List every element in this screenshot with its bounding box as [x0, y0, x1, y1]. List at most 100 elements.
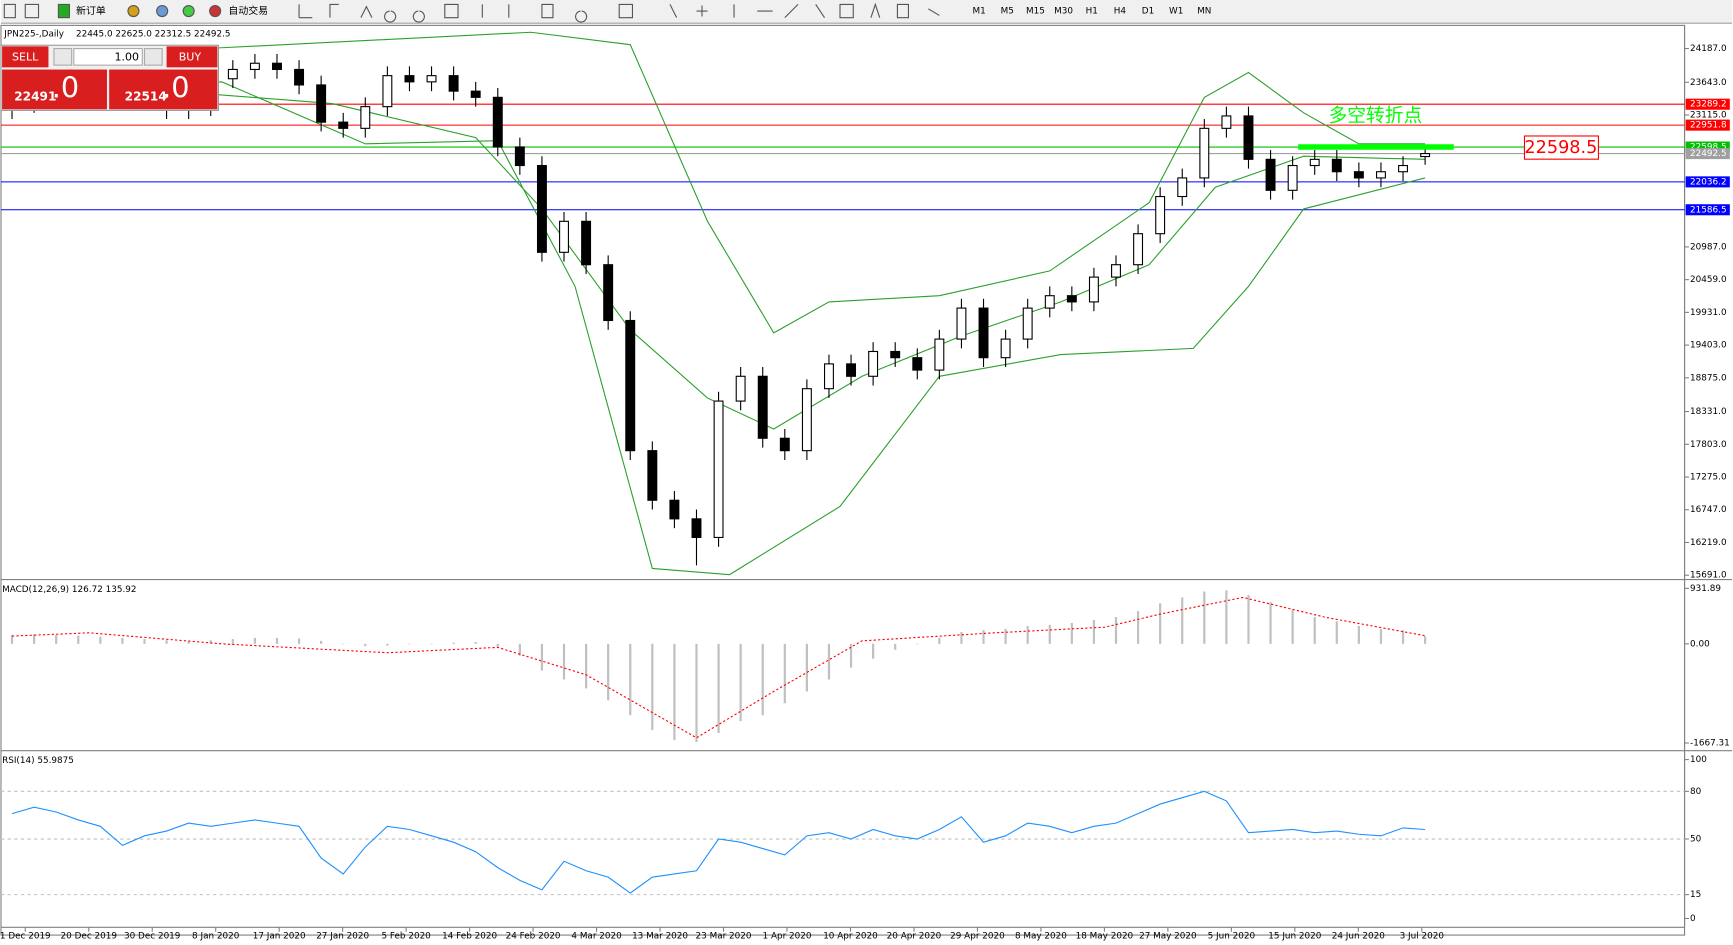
candle-body [316, 84, 327, 123]
macd-bar [1004, 628, 1007, 644]
x-tick-label: 8 Jan 2020 [192, 932, 240, 942]
macd-bar [1225, 590, 1228, 644]
macd-bar [275, 637, 279, 644]
sell-price-box[interactable] [2, 69, 107, 110]
y-tick-label: 16747.0 [1690, 505, 1727, 515]
candle-body [1155, 195, 1166, 235]
timeframe[interactable]: M1 [972, 7, 985, 17]
x-tick-label: 5 Feb 2020 [381, 932, 431, 942]
toolbar-button[interactable]: 新订单 [76, 4, 106, 17]
macd-bar [99, 636, 102, 644]
macd-bar [1181, 597, 1184, 644]
macd-bar [1092, 620, 1096, 644]
candle-body [581, 220, 592, 266]
macd-bar [916, 643, 919, 645]
candle-body [890, 350, 901, 359]
candle-body [448, 75, 459, 92]
chart-title: JPN225-,Daily [3, 30, 64, 40]
macd-bar [1379, 628, 1383, 644]
y-tick-label: 18875.0 [1690, 373, 1727, 383]
y-tick-label: 50 [1690, 835, 1702, 845]
x-tick-label: 14 Feb 2020 [442, 932, 497, 942]
candle-body [227, 68, 238, 80]
level-label-box [1685, 98, 1730, 110]
macd-bar [1247, 595, 1250, 644]
macd-bar [651, 643, 654, 731]
y-tick-label: 16219.0 [1690, 538, 1727, 548]
macd-bar [1313, 617, 1316, 644]
x-tick-label: 30 Dec 2019 [124, 932, 180, 942]
x-tick-label: 13 Mar 2020 [632, 932, 688, 942]
line [12, 31, 1426, 334]
level-label: 21586.5 [1690, 205, 1727, 215]
timeframe[interactable]: H4 [1114, 7, 1127, 17]
lot-input[interactable] [73, 48, 143, 66]
macd-bar [1401, 630, 1405, 644]
lot-down[interactable] [53, 48, 73, 66]
annotation: 多空转折点 [1329, 105, 1423, 127]
macd-bar [1335, 621, 1338, 644]
line [11, 81, 1426, 576]
y-tick-label: 20459.0 [1690, 275, 1727, 285]
candle-body [1309, 158, 1320, 167]
candle-body [360, 106, 371, 129]
trade-panel: SELL BUY 1.00 22491 .0 22514 .0 [0, 44, 220, 111]
timeframe[interactable]: H1 [1086, 7, 1098, 17]
x-tick-label: 17 Jan 2020 [253, 932, 306, 942]
sell-button[interactable] [2, 46, 49, 68]
candle-body [1066, 295, 1077, 303]
macd-bar [187, 641, 190, 644]
macd-bar [1026, 625, 1029, 644]
timeframe[interactable]: W1 [1169, 7, 1183, 17]
macd-bar [629, 643, 632, 716]
candle-body [647, 450, 658, 501]
timeframe[interactable]: M30 [1054, 7, 1073, 17]
timeframe[interactable]: MN [1197, 7, 1211, 17]
candle-body [382, 75, 393, 108]
y-tick-label: 931.89 [1690, 584, 1721, 594]
timeframe[interactable]: M15 [1026, 7, 1045, 17]
candle-body [1111, 264, 1121, 278]
candle-body [735, 375, 746, 402]
candle-body [1221, 115, 1232, 129]
lot-up[interactable] [143, 48, 163, 66]
candle-body [492, 96, 503, 148]
x-tick-label: 1 Dec 2019 [0, 932, 51, 942]
candle-body [1420, 153, 1431, 158]
timeframe[interactable]: M5 [1001, 7, 1014, 17]
x-tick-label: 1 Apr 2020 [763, 932, 812, 942]
macd-bar [342, 643, 345, 645]
macd-bar [761, 643, 764, 716]
y-tick-label: 23115.0 [1690, 111, 1727, 121]
y-tick-label: 100 [1690, 755, 1707, 765]
macd-bar [673, 643, 676, 741]
toolbar-button[interactable]: 自动交易 [228, 4, 268, 17]
y-tick-label: 15 [1690, 890, 1701, 900]
buy-price-box[interactable] [109, 69, 218, 110]
macd-bar [695, 643, 698, 742]
macd-bar [938, 637, 941, 644]
macd-bar [607, 643, 610, 701]
macd-bar [253, 637, 257, 644]
macd-bar [408, 643, 411, 645]
x-tick-label: 4 Mar 2020 [571, 932, 622, 942]
candle-body [1000, 338, 1011, 359]
candle-body [603, 264, 614, 322]
x-tick-label: 27 May 2020 [1139, 932, 1197, 942]
x-tick-label: 24 Jun 2020 [1332, 932, 1385, 942]
timeframe[interactable]: D1 [1142, 7, 1154, 17]
sell-price: 22491 [14, 90, 56, 104]
level-label-box [1685, 141, 1730, 153]
candle-body [846, 363, 857, 377]
lot-value: 1.00 [114, 50, 139, 63]
macd-bar [540, 643, 544, 671]
macd-bar [121, 637, 124, 644]
sell-label: SELL [12, 50, 39, 63]
buy-button[interactable] [166, 46, 218, 68]
y-tick-label: -1667.31 [1690, 738, 1730, 748]
toolbar-icons [3, 2, 940, 23]
candle-body [1287, 164, 1298, 191]
candle-body [470, 90, 481, 98]
